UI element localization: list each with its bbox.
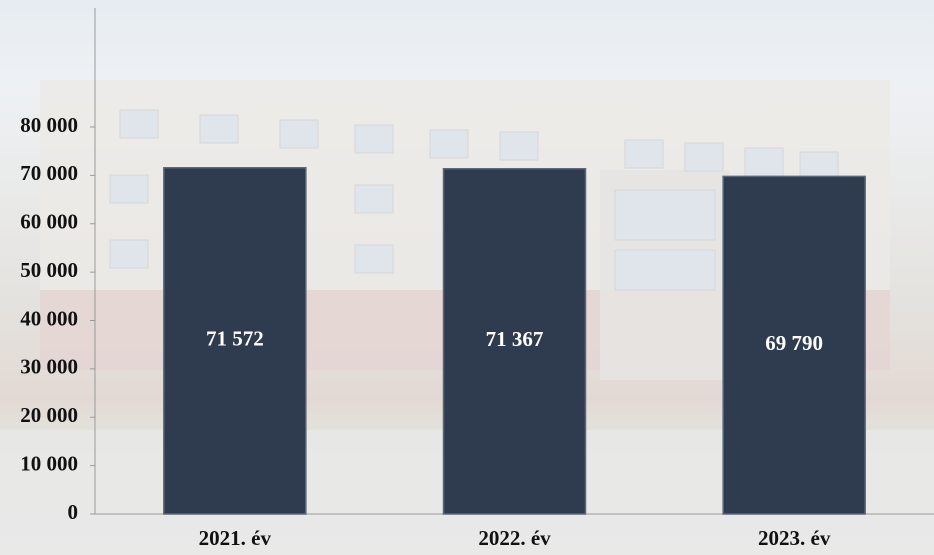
y-tick-label: 60 000: [20, 210, 78, 234]
x-tick-label: 2021. év: [199, 526, 272, 550]
x-tick-label: 2023. év: [758, 526, 831, 550]
bar: [442, 168, 587, 515]
y-tick-label: 10 000: [20, 451, 78, 475]
y-tick-label: 40 000: [20, 306, 78, 330]
value-label: 71 572: [206, 327, 264, 351]
bar: [722, 175, 866, 515]
y-tick-label: 80 000: [20, 113, 78, 137]
y-tick-label: 0: [68, 500, 79, 524]
y-tick-label: 30 000: [20, 355, 78, 379]
bar: [163, 167, 307, 515]
y-tick-label: 70 000: [20, 161, 78, 185]
value-label: 71 367: [486, 327, 544, 351]
x-tick-label: 2022. év: [478, 526, 551, 550]
value-label: 69 790: [765, 331, 823, 355]
y-tick-label: 20 000: [20, 403, 78, 427]
y-tick-label: 50 000: [20, 258, 78, 282]
